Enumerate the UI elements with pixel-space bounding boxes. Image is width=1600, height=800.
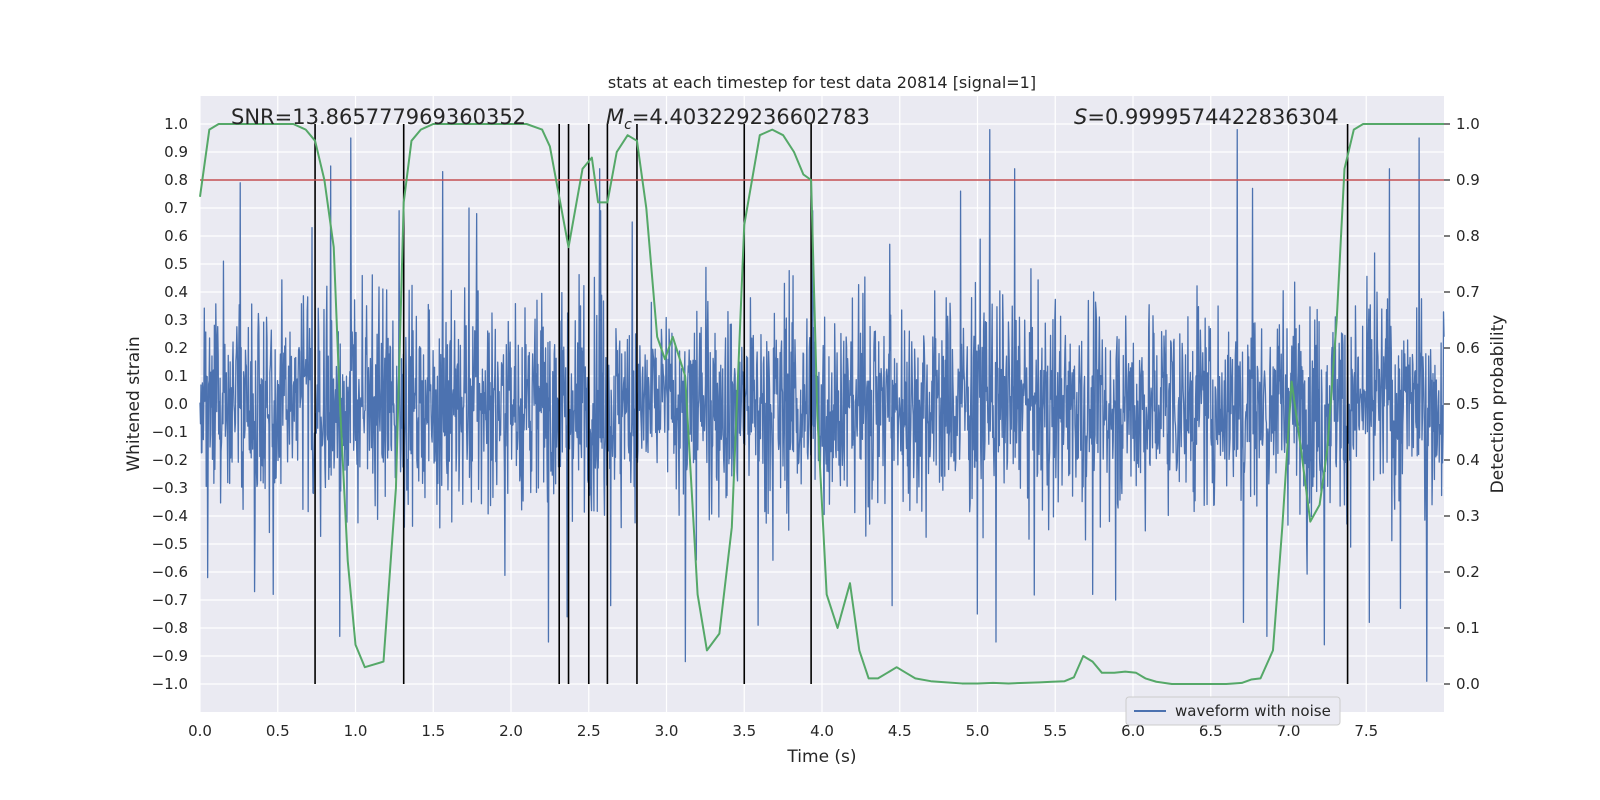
x-tick-label: 1.5	[421, 722, 445, 740]
y-right-tick-label: 0.3	[1456, 507, 1480, 525]
y-left-tick-label: 0.6	[164, 227, 188, 245]
x-axis-ticks: 0.0 0.5 1.0 1.5 2.0 2.5 3.0 3.5 4.0 4.5 5.0 5.5 6.0 6…	[188, 722, 1378, 740]
y-left-tick-label: −0.9	[152, 647, 188, 665]
y-left-axis-label: Whitened strain	[124, 336, 144, 471]
y-right-tick-label: 0.2	[1456, 563, 1480, 581]
x-tick-label: 5.0	[966, 722, 990, 740]
x-tick-label: 7.0	[1277, 722, 1301, 740]
chart-title: stats at each timestep for test data 208…	[608, 73, 1036, 92]
event-markers	[314, 124, 1349, 684]
legend-label: waveform with noise	[1175, 702, 1331, 720]
y-left-axis-ticks: 1.0 0.9 0.8 0.7 0.6 0.5 0.4 0.3 0.2 0.1 0.0 −0.1 −0.…	[152, 115, 188, 693]
y-right-tick-label: 0.7	[1456, 283, 1480, 301]
x-tick-label: 6.0	[1121, 722, 1145, 740]
y-left-tick-label: −0.6	[152, 563, 188, 581]
x-tick-label: 0.5	[266, 722, 290, 740]
y-left-tick-label: 0.2	[164, 339, 188, 357]
x-axis-label: Time (s)	[786, 747, 856, 767]
score-annotation: S=0.9999574422836304	[1074, 105, 1339, 129]
y-left-tick-label: −0.1	[152, 423, 188, 441]
legend-box	[1125, 696, 1341, 726]
y-right-tick-label: 0.9	[1456, 171, 1480, 189]
y-right-tick-label: 0.1	[1456, 619, 1480, 637]
y-left-tick-label: 0.4	[164, 283, 188, 301]
y-right-axis-ticks: 1.0 0.9 0.8 0.7 0.6 0.5 0.4 0.3 0.2 0.1 0.0	[1444, 115, 1480, 693]
y-left-tick-label: 0.1	[164, 367, 188, 385]
y-left-tick-label: 0.7	[164, 199, 188, 217]
snr-annotation: SNR=13.865777969360352	[231, 105, 526, 129]
x-tick-label: 2.5	[577, 722, 601, 740]
y-right-tick-label: 0.5	[1456, 395, 1480, 413]
y-right-tick-label: 0.0	[1456, 675, 1480, 693]
x-tick-label: 3.0	[655, 722, 679, 740]
y-right-axis-label: Detection probability	[1488, 315, 1508, 494]
y-left-tick-label: −0.3	[152, 479, 188, 497]
x-tick-label: 0.0	[188, 722, 212, 740]
x-tick-label: 6.5	[1199, 722, 1223, 740]
x-tick-label: 4.5	[888, 722, 912, 740]
x-tick-label: 4.0	[810, 722, 834, 740]
y-left-tick-label: −1.0	[152, 675, 188, 693]
x-tick-label: 3.5	[732, 722, 756, 740]
y-right-tick-label: 1.0	[1456, 115, 1480, 133]
chirp-mass-annotation: Mc=4.403229236602783	[606, 105, 870, 133]
y-left-tick-label: 0.3	[164, 311, 188, 329]
y-right-tick-label: 0.6	[1456, 339, 1480, 357]
y-left-tick-label: 0.0	[164, 395, 188, 413]
y-left-tick-label: −0.7	[152, 591, 188, 609]
y-left-tick-label: 0.8	[164, 171, 188, 189]
x-tick-label: 1.0	[344, 722, 368, 740]
probability-series	[199, 123, 1444, 685]
y-left-tick-label: 0.5	[164, 255, 188, 273]
probability-line	[199, 123, 1444, 685]
y-left-tick-label: −0.2	[152, 451, 188, 469]
x-tick-label: 7.5	[1354, 722, 1378, 740]
legend: waveform with noise	[1125, 696, 1341, 726]
y-left-tick-label: −0.5	[152, 535, 188, 553]
y-left-tick-label: −0.4	[152, 507, 188, 525]
waveform-series	[199, 128, 1445, 682]
waveform-line	[199, 128, 1445, 682]
x-tick-label: 2.0	[499, 722, 523, 740]
x-tick-label: 5.5	[1043, 722, 1067, 740]
y-right-tick-label: 0.8	[1456, 227, 1480, 245]
y-left-tick-label: −0.8	[152, 619, 188, 637]
y-right-tick-label: 0.4	[1456, 451, 1480, 469]
y-left-tick-label: 0.9	[164, 143, 188, 161]
y-left-tick-label: 1.0	[164, 115, 188, 133]
